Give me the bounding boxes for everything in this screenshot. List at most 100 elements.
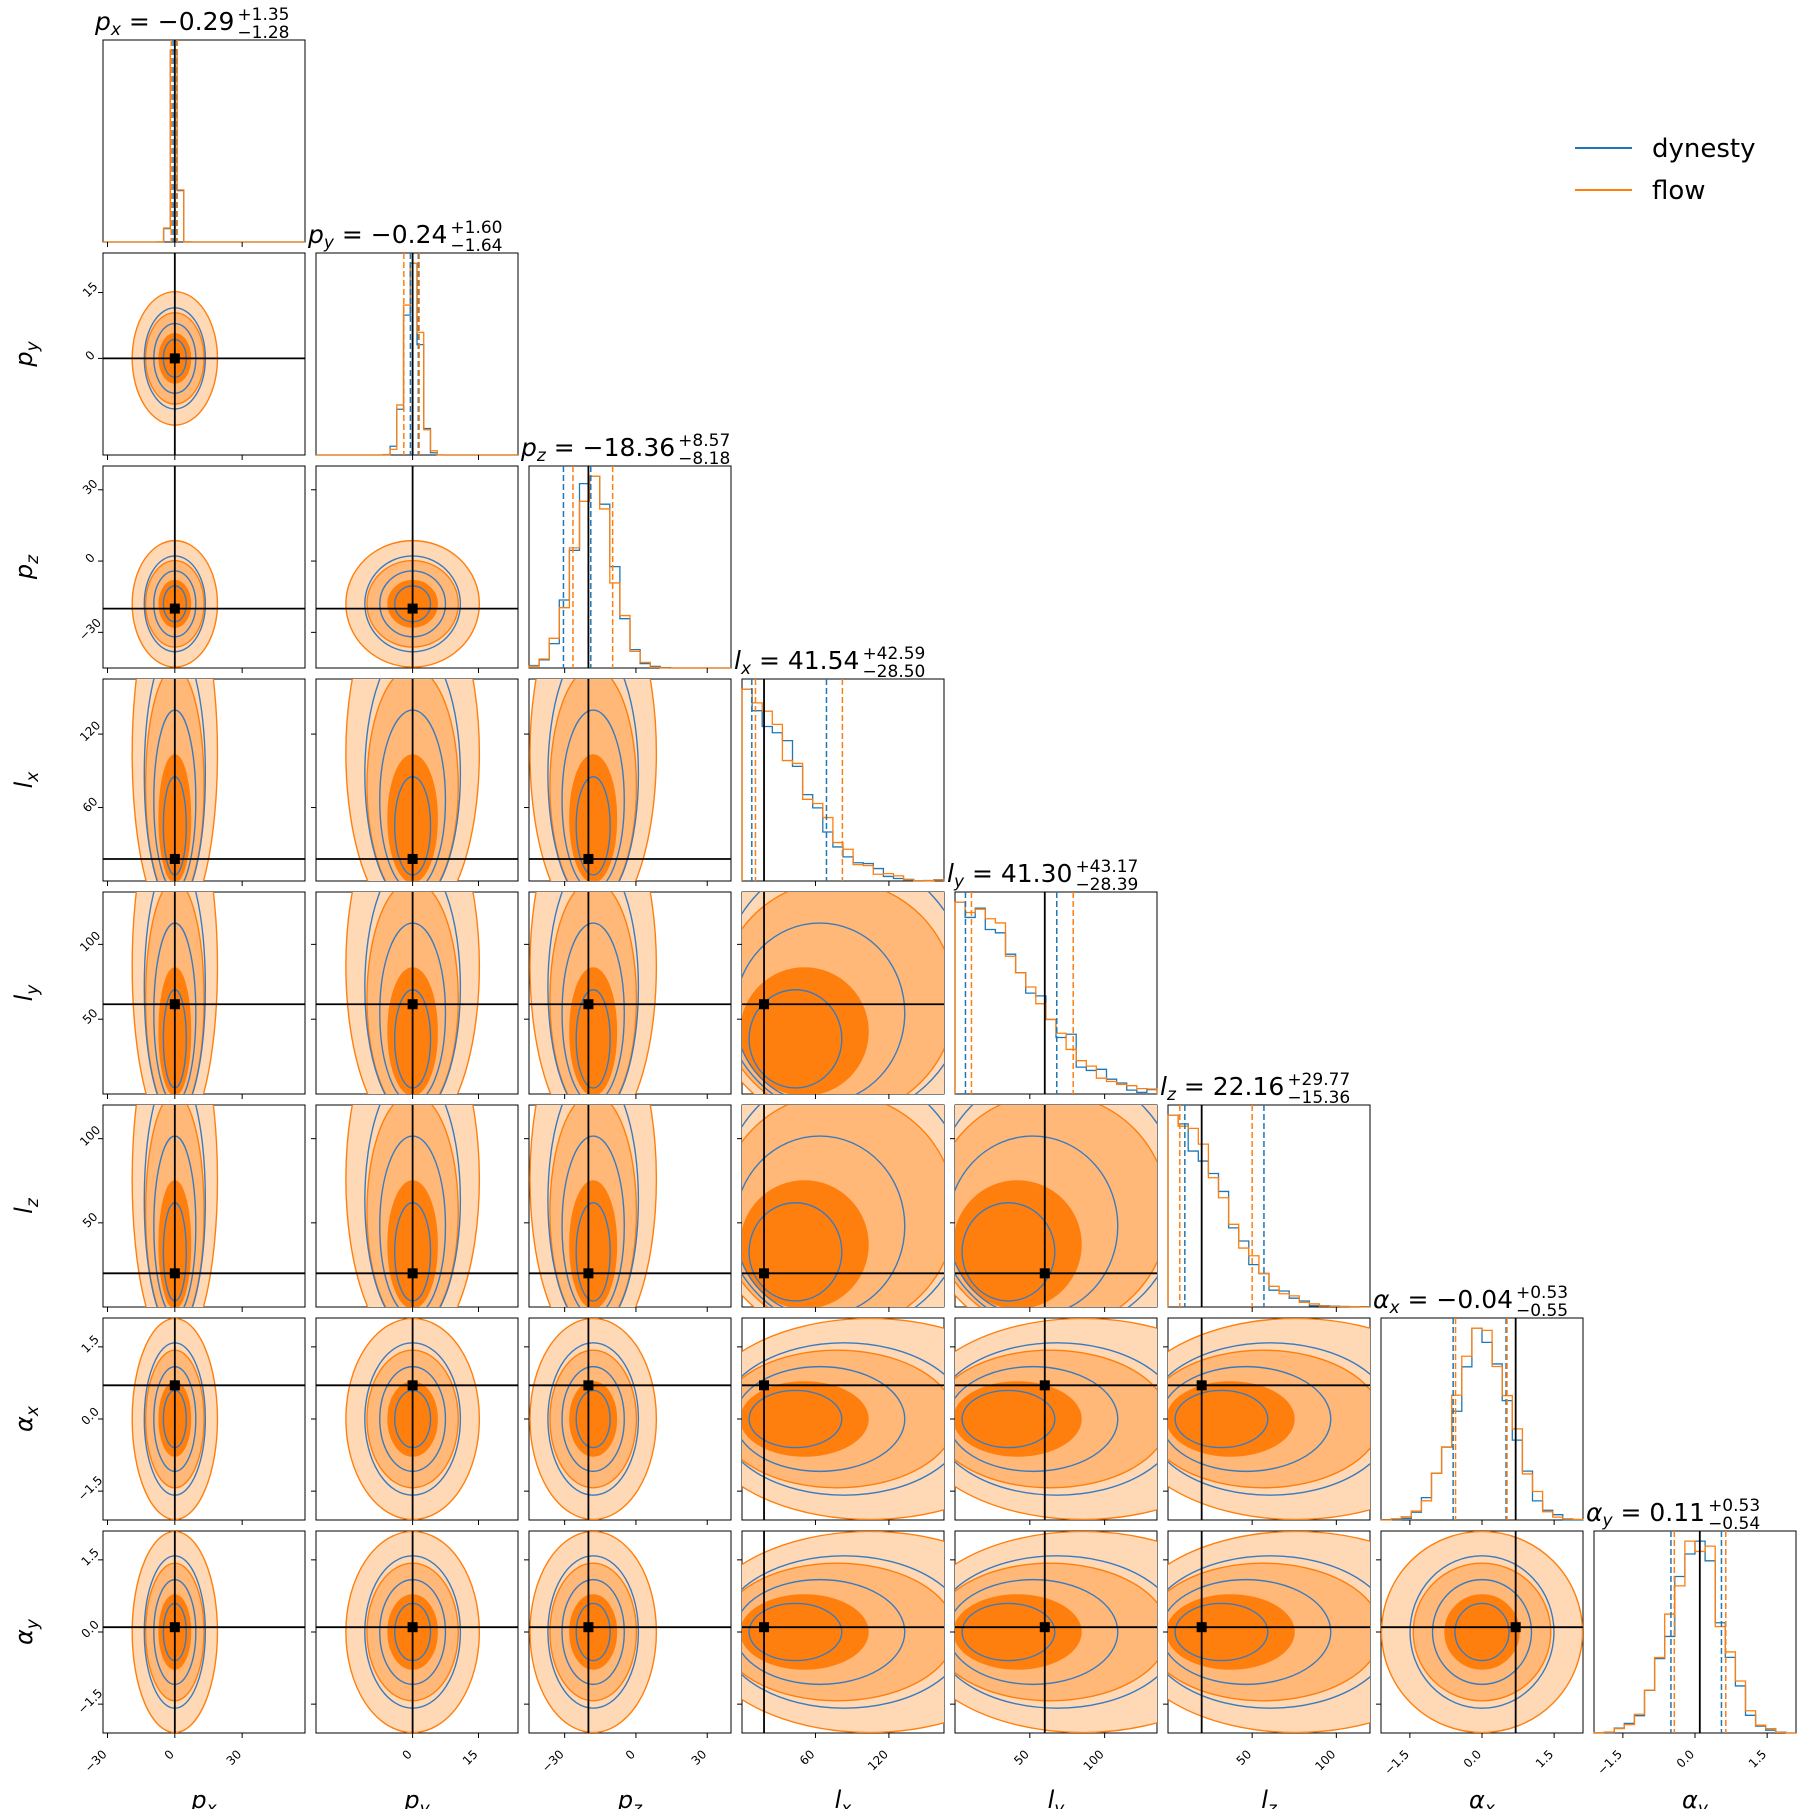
title-plus: +43.17 (1075, 857, 1138, 877)
title-minus: −8.18 (678, 449, 730, 469)
truth-marker (583, 1622, 594, 1633)
dynesty-contour (748, 1202, 843, 1302)
panel-p_x-vs-l_y (102, 891, 306, 1095)
y-axis-label-p_y: py (10, 340, 43, 367)
x-tick-label: 15 (460, 1747, 481, 1768)
dynesty-contour (748, 989, 843, 1089)
panel-p_x-vs-alpha_y (102, 1530, 306, 1734)
panel-p_x-vs-l_x (102, 678, 306, 882)
x-tick-label: 0.0 (1461, 1747, 1484, 1770)
x-tick-label: −1.5 (1594, 1747, 1625, 1778)
dynesty-contour (742, 1555, 944, 1709)
panel-p_x-vs-p_z (102, 465, 306, 669)
dynesty-contour (955, 1365, 1119, 1473)
y-tick-label: 0 (83, 348, 98, 363)
x-axis-label-p_y: py (403, 1786, 430, 1809)
panel-l_y-vs-alpha_x (954, 1317, 1158, 1521)
panel-l_x-vs-alpha_y (741, 1530, 945, 1734)
panel-frame (1593, 1530, 1797, 1734)
dynesty-contour (748, 1389, 843, 1449)
dynesty-contour (547, 1105, 640, 1307)
x-axis-label-p_z: pz (617, 1786, 643, 1809)
y-axis-label-alpha_y: αy (10, 1618, 43, 1645)
dynesty-contour (955, 1135, 1119, 1307)
flow-contour (569, 967, 618, 1094)
panel-p_y-vs-l_z (315, 1104, 519, 1308)
y-tick-label: 120 (77, 718, 103, 744)
contour-group (316, 679, 518, 881)
dynesty-contour (575, 1202, 611, 1302)
y-tick-label: 50 (80, 1210, 101, 1231)
truth-marker (407, 1380, 418, 1391)
contour-group (103, 1318, 305, 1520)
contour-group (103, 253, 305, 455)
truth-marker (169, 1622, 180, 1633)
y-tick-label: 1.5 (78, 1545, 101, 1568)
dynesty-contour (561, 922, 625, 1094)
panel-l_x-vs-alpha_x (741, 1317, 945, 1521)
truth-marker (407, 853, 418, 864)
panel-l_z-vs-alpha_x (1167, 1317, 1371, 1521)
truth-marker (169, 353, 180, 364)
dynesty-contour (1168, 1365, 1332, 1473)
contour-group (316, 892, 518, 1094)
panel-p_z-vs-l_x (528, 678, 732, 882)
x-tick-label: 0 (623, 1747, 638, 1762)
dynesty-contour (575, 1602, 611, 1662)
contour-group (529, 679, 731, 881)
dynesty-contour (547, 892, 640, 1094)
diag-panel-l_y: ly = 41.30 +43.17−28.39 (947, 857, 1158, 1095)
diag-title-p_z: pz = −18.36 (520, 433, 675, 466)
panel-p_z-vs-alpha_x (528, 1317, 732, 1521)
panel-p_x-vs-l_z (102, 1104, 306, 1308)
y-tick-label: 1.5 (78, 1332, 101, 1355)
panel-p_y-vs-p_z (315, 465, 519, 669)
flow-contour (955, 1594, 1082, 1670)
hist-flow (1167, 1114, 1370, 1308)
y-axis-label-alpha_x: αx (10, 1405, 43, 1432)
flow-contour (742, 1381, 869, 1457)
y-tick-label: 100 (77, 928, 103, 954)
diag-title-alpha_y: αy = 0.11 (1586, 1498, 1705, 1531)
dynesty-contour (547, 1342, 640, 1496)
dynesty-contour (961, 1389, 1056, 1449)
contour-group (1381, 1531, 1583, 1733)
dynesty-contour (742, 1342, 944, 1496)
y-axis-label-l_y: ly (10, 984, 43, 1002)
dynesty-contour (547, 1555, 640, 1709)
contour-group (103, 679, 305, 881)
y-tick-label: −30 (76, 616, 104, 644)
dynesty-contour (364, 1105, 462, 1307)
hist-flow (528, 475, 731, 669)
contour-group (316, 1105, 518, 1307)
y-tick-label: 0.0 (78, 1617, 101, 1640)
panel-p_z-vs-l_z (528, 1104, 732, 1308)
title-minus: −15.36 (1287, 1088, 1350, 1108)
panel-alpha_x-vs-alpha_y (1380, 1530, 1584, 1734)
x-tick-label: 30 (224, 1747, 245, 1768)
title-plus: +1.60 (450, 218, 502, 238)
contour-group (529, 1105, 731, 1307)
panel-l_z-vs-alpha_y (1167, 1530, 1371, 1734)
x-tick-label: 120 (865, 1747, 891, 1773)
contour-group (742, 892, 944, 1094)
panel-p_z-vs-alpha_y (528, 1530, 732, 1734)
dynesty-contour (143, 1105, 207, 1307)
diag-title-p_x: px = −0.29 (94, 7, 234, 40)
x-axis-label-l_y: ly (1048, 1786, 1066, 1809)
panel-p_y-vs-alpha_y (315, 1530, 519, 1734)
truth-marker (759, 1380, 770, 1391)
dynesty-contour (1174, 1602, 1269, 1662)
contour-group (103, 1531, 305, 1733)
dynesty-contour (742, 1135, 906, 1307)
contour-group (316, 1531, 518, 1733)
truth-marker (1039, 1380, 1050, 1391)
x-tick-label: 100 (1312, 1747, 1338, 1773)
x-tick-label: 1.5 (1746, 1747, 1769, 1770)
title-plus: +1.35 (237, 5, 289, 25)
dynesty-contour (742, 922, 906, 1094)
contour-group (742, 1531, 944, 1733)
title-minus: −1.28 (237, 23, 289, 43)
panel-p_x-vs-p_y (102, 252, 306, 456)
